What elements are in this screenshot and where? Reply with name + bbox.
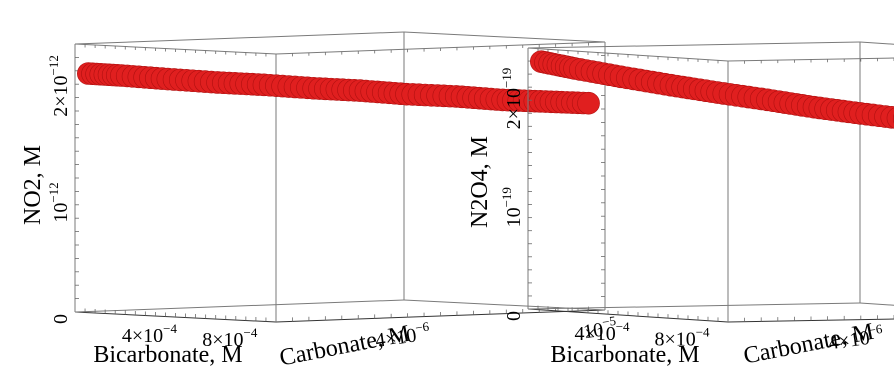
x-tick-label: 8×10−4 xyxy=(202,325,258,351)
x-axis-label: Bicarbonate, M xyxy=(93,342,242,368)
y-axis-label: Carbonate, M xyxy=(277,321,412,372)
z-tick-label: 2×10−19 xyxy=(499,68,525,130)
chart-panel-n2o4: 010−192×10−194×10−48×10−44×10−610−5N2O4,… xyxy=(467,41,894,370)
z-axis-label: NO2, M xyxy=(20,145,46,225)
box-edge xyxy=(859,302,894,306)
z-tick-label: 2×10−12 xyxy=(46,55,72,117)
y-tick-label: 4×10−6 xyxy=(373,319,432,352)
z-tick-label: 10−12 xyxy=(46,182,72,222)
x-tick-label: 4×10−4 xyxy=(122,321,178,347)
z-tick-label: 0 xyxy=(503,311,525,321)
chart-panel-no2: 0 10−12 2×10−12 4×10−4 8×10−4 4×10−6 10−5 NO2, … xyxy=(20,31,618,372)
box-edge xyxy=(859,41,894,45)
z-tick-label: 0 xyxy=(50,314,72,324)
data-series xyxy=(530,50,894,129)
data-point-marker xyxy=(886,107,894,129)
z-tick-label: 10−19 xyxy=(499,187,525,227)
box-edge xyxy=(74,299,405,313)
data-series xyxy=(77,62,600,115)
box-edge xyxy=(727,57,894,62)
axis-ticks xyxy=(528,48,894,322)
y-axis-label: Carbonate, M xyxy=(741,319,876,370)
box-edge xyxy=(403,31,606,43)
box-edge xyxy=(527,41,861,49)
data-point-marker xyxy=(577,91,600,115)
x-tick-label: 4×10−4 xyxy=(574,319,630,345)
x-axis-label: Bicarbonate, M xyxy=(550,342,699,368)
z-axis-label: N2O4, M xyxy=(467,136,493,228)
box-edge xyxy=(74,31,405,45)
x-tick-label: 8×10−4 xyxy=(654,324,710,350)
box-edge xyxy=(527,302,861,310)
y-tick-label: 10−5 xyxy=(581,313,618,343)
box-edge xyxy=(727,318,894,323)
